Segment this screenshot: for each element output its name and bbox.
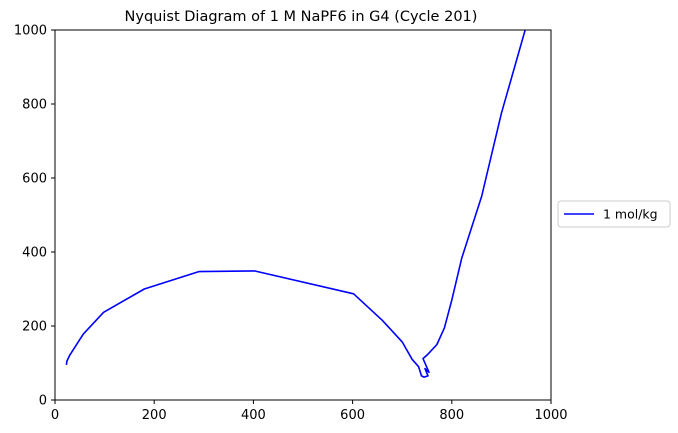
x-tick-label: 1000 [534, 408, 567, 423]
x-tick-label: 0 [51, 408, 59, 423]
series-line [65, 30, 526, 378]
y-tick-label: 600 [22, 172, 47, 187]
y-tick-label: 1000 [14, 24, 47, 39]
y-tick-label: 0 [39, 394, 47, 409]
y-tick-label: 800 [22, 98, 47, 113]
y-tick-label: 200 [22, 320, 47, 335]
legend-label: 1 mol/kg [603, 207, 658, 222]
x-tick-label: 200 [142, 408, 167, 423]
legend: 1 mol/kg [557, 200, 671, 228]
plot-frame [54, 29, 552, 401]
x-tick-label: 600 [340, 408, 365, 423]
x-tick-label: 400 [241, 408, 266, 423]
chart-title: Nyquist Diagram of 1 M NaPF6 in G4 (Cycl… [125, 9, 478, 25]
y-tick-label: 400 [22, 246, 47, 261]
x-tick-label: 800 [439, 408, 464, 423]
legend-box [557, 200, 671, 228]
